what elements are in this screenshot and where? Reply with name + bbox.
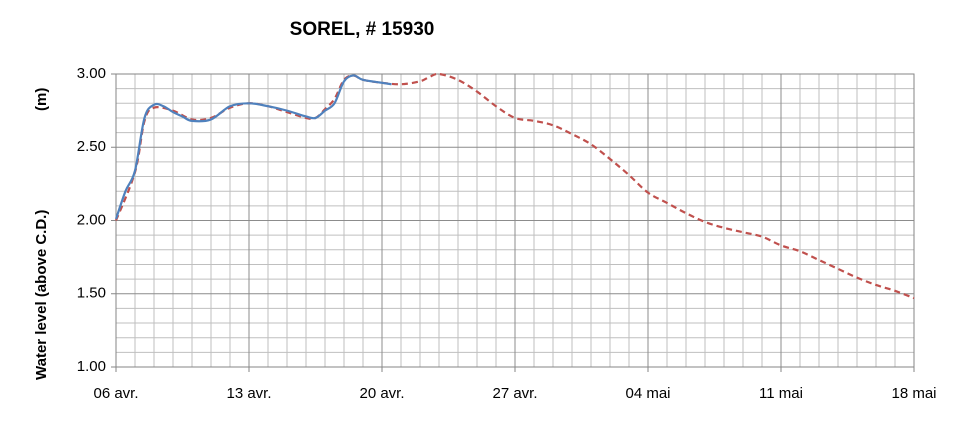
x-tick-label: 04 mai [625,385,670,402]
y-tick-label: 2.50 [77,138,106,155]
y-tick-label: 3.00 [77,65,106,82]
x-tick-label: 06 avr. [93,385,138,402]
y-tick-label: 1.00 [77,358,106,375]
y-axis-unit: (m) [33,88,50,111]
chart-title: SOREL, # 15930 [290,19,435,40]
x-tick-label: 20 avr. [359,385,404,402]
y-tick-label: 2.00 [77,211,106,228]
x-tick-label: 13 avr. [226,385,271,402]
x-tick-label: 18 mai [891,385,936,402]
y-tick-label: 1.50 [77,285,106,302]
x-tick-label: 11 mai [759,385,803,402]
series-line [114,74,392,220]
x-tick-label: 27 avr. [492,385,537,402]
y-axis-title: Water level (above C.D.) [33,210,50,380]
